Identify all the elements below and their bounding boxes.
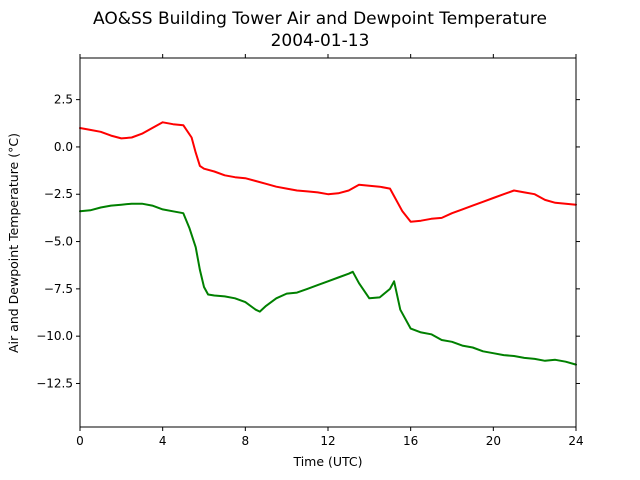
y-tick-label: 2.5 (54, 93, 73, 107)
air-temperature-line (79, 121, 577, 223)
y-tick-label: −7.5 (44, 282, 73, 296)
y-axis-label: Air and Dewpoint Temperature (°C) (6, 133, 21, 353)
y-axis: −12.5 −10.0 −7.5 −5.0 −2.5 0.0 2.5 (36, 93, 580, 390)
chart-title: AO&SS Building Tower Air and Dewpoint Te… (93, 9, 547, 29)
x-tick-label: 20 (486, 434, 501, 448)
plot-frame (79, 57, 577, 428)
y-tick-label: −10.0 (36, 329, 73, 343)
plot-area: 0 4 8 12 16 20 24 −12.5 −10.0 −7.5 −5.0 −2.5 0.0 2.5 (36, 54, 584, 448)
x-tick-label: 0 (76, 434, 84, 448)
x-axis-label: Time (UTC) (292, 454, 362, 469)
y-tick-label: −5.0 (44, 235, 73, 249)
dewpoint-temperature-line (79, 202, 577, 366)
x-tick-label: 4 (159, 434, 167, 448)
x-axis: 0 4 8 12 16 20 24 (76, 54, 584, 448)
x-tick-label: 8 (242, 434, 250, 448)
series-layer (79, 121, 577, 366)
chart-subtitle: 2004-01-13 (271, 31, 370, 51)
y-tick-label: −12.5 (36, 376, 73, 390)
x-tick-label: 12 (320, 434, 335, 448)
x-tick-label: 16 (403, 434, 418, 448)
x-tick-label: 24 (568, 434, 583, 448)
y-tick-label: 0.0 (54, 140, 73, 154)
y-tick-label: −2.5 (44, 187, 73, 201)
